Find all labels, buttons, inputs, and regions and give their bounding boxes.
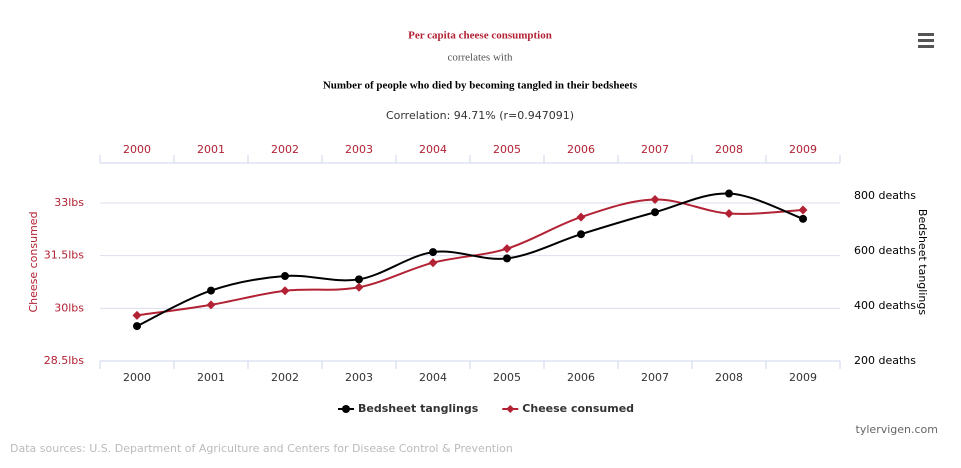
x-tick-label: 2006 <box>567 371 595 384</box>
point <box>502 244 512 254</box>
point <box>355 275 363 284</box>
x-tick-label-top: 2006 <box>567 143 595 156</box>
point <box>428 258 438 268</box>
point <box>798 205 808 215</box>
point <box>651 208 659 217</box>
x-tick-label: 2000 <box>123 371 151 384</box>
point <box>576 212 586 222</box>
legend-item[interactable]: Cheese consumed <box>502 402 634 415</box>
point <box>725 189 733 198</box>
y-tick-label: 31.5lbs <box>44 249 85 262</box>
subtitle: Correlation: 94.71% (r=0.947091) <box>386 109 574 122</box>
point <box>650 195 660 205</box>
legend-marker <box>342 405 350 413</box>
legend-label: Bedsheet tanglings <box>358 402 479 415</box>
y2-tick-label: 800 deaths <box>854 189 916 202</box>
x-tick-label-top: 2003 <box>345 143 373 156</box>
menu-bar <box>918 33 934 36</box>
y-axis-label: Cheese consumed <box>27 211 40 312</box>
x-tick-label-top: 2008 <box>715 143 743 156</box>
x-tick-label-top: 2001 <box>197 143 225 156</box>
x-tick-label-top: 2009 <box>789 143 817 156</box>
line <box>136 198 804 317</box>
point <box>724 209 734 219</box>
menu-icon[interactable] <box>918 33 934 48</box>
y2-tick-label: 400 deaths <box>854 299 916 312</box>
source: Data sources: U.S. Department of Agricul… <box>10 442 513 455</box>
point <box>503 254 511 263</box>
x-tick-label-top: 2005 <box>493 143 521 156</box>
x-tick-label-top: 2007 <box>641 143 669 156</box>
point <box>429 248 437 257</box>
x-tick-label: 2003 <box>345 371 373 384</box>
y2-tick-label: 200 deaths <box>854 354 916 367</box>
point <box>577 230 585 239</box>
x-tick-label-top: 2000 <box>123 143 151 156</box>
legend-label: Cheese consumed <box>522 402 634 415</box>
menu-bar <box>918 45 934 48</box>
point <box>280 286 290 296</box>
y-tick-label: 30lbs <box>54 301 84 314</box>
point <box>207 286 215 295</box>
x-tick-label-top: 2004 <box>419 143 447 156</box>
x-tick-label: 2002 <box>271 371 299 384</box>
line <box>136 192 804 327</box>
x-tick-label-top: 2002 <box>271 143 299 156</box>
x-tick-label: 2005 <box>493 371 521 384</box>
point <box>354 282 364 292</box>
legend-marker <box>506 405 515 413</box>
point <box>132 310 142 320</box>
y2-axis-label: Bedsheet tanglings <box>916 209 929 315</box>
x-tick-label: 2009 <box>789 371 817 384</box>
point <box>206 300 216 310</box>
chart-title-2: Number of people who died by becoming ta… <box>323 80 638 92</box>
series <box>132 195 808 320</box>
point <box>133 322 141 331</box>
x-tick-label: 2004 <box>419 371 447 384</box>
x-tick-label: 2001 <box>197 371 225 384</box>
y-tick-label: 33lbs <box>54 196 84 209</box>
credit: tylervigen.com <box>856 423 938 436</box>
x-tick-label: 2008 <box>715 371 743 384</box>
point <box>799 214 807 223</box>
x-tick-label: 2007 <box>641 371 669 384</box>
chart-title: Per capita cheese consumption <box>408 30 552 42</box>
connector: correlates with <box>447 52 513 64</box>
y2-tick-label: 600 deaths <box>854 244 916 257</box>
legend-item[interactable]: Bedsheet tanglings <box>338 402 479 415</box>
menu-bar <box>918 39 934 42</box>
y-tick-label: 28.5lbs <box>44 354 85 367</box>
point <box>281 272 289 281</box>
series <box>133 189 807 331</box>
